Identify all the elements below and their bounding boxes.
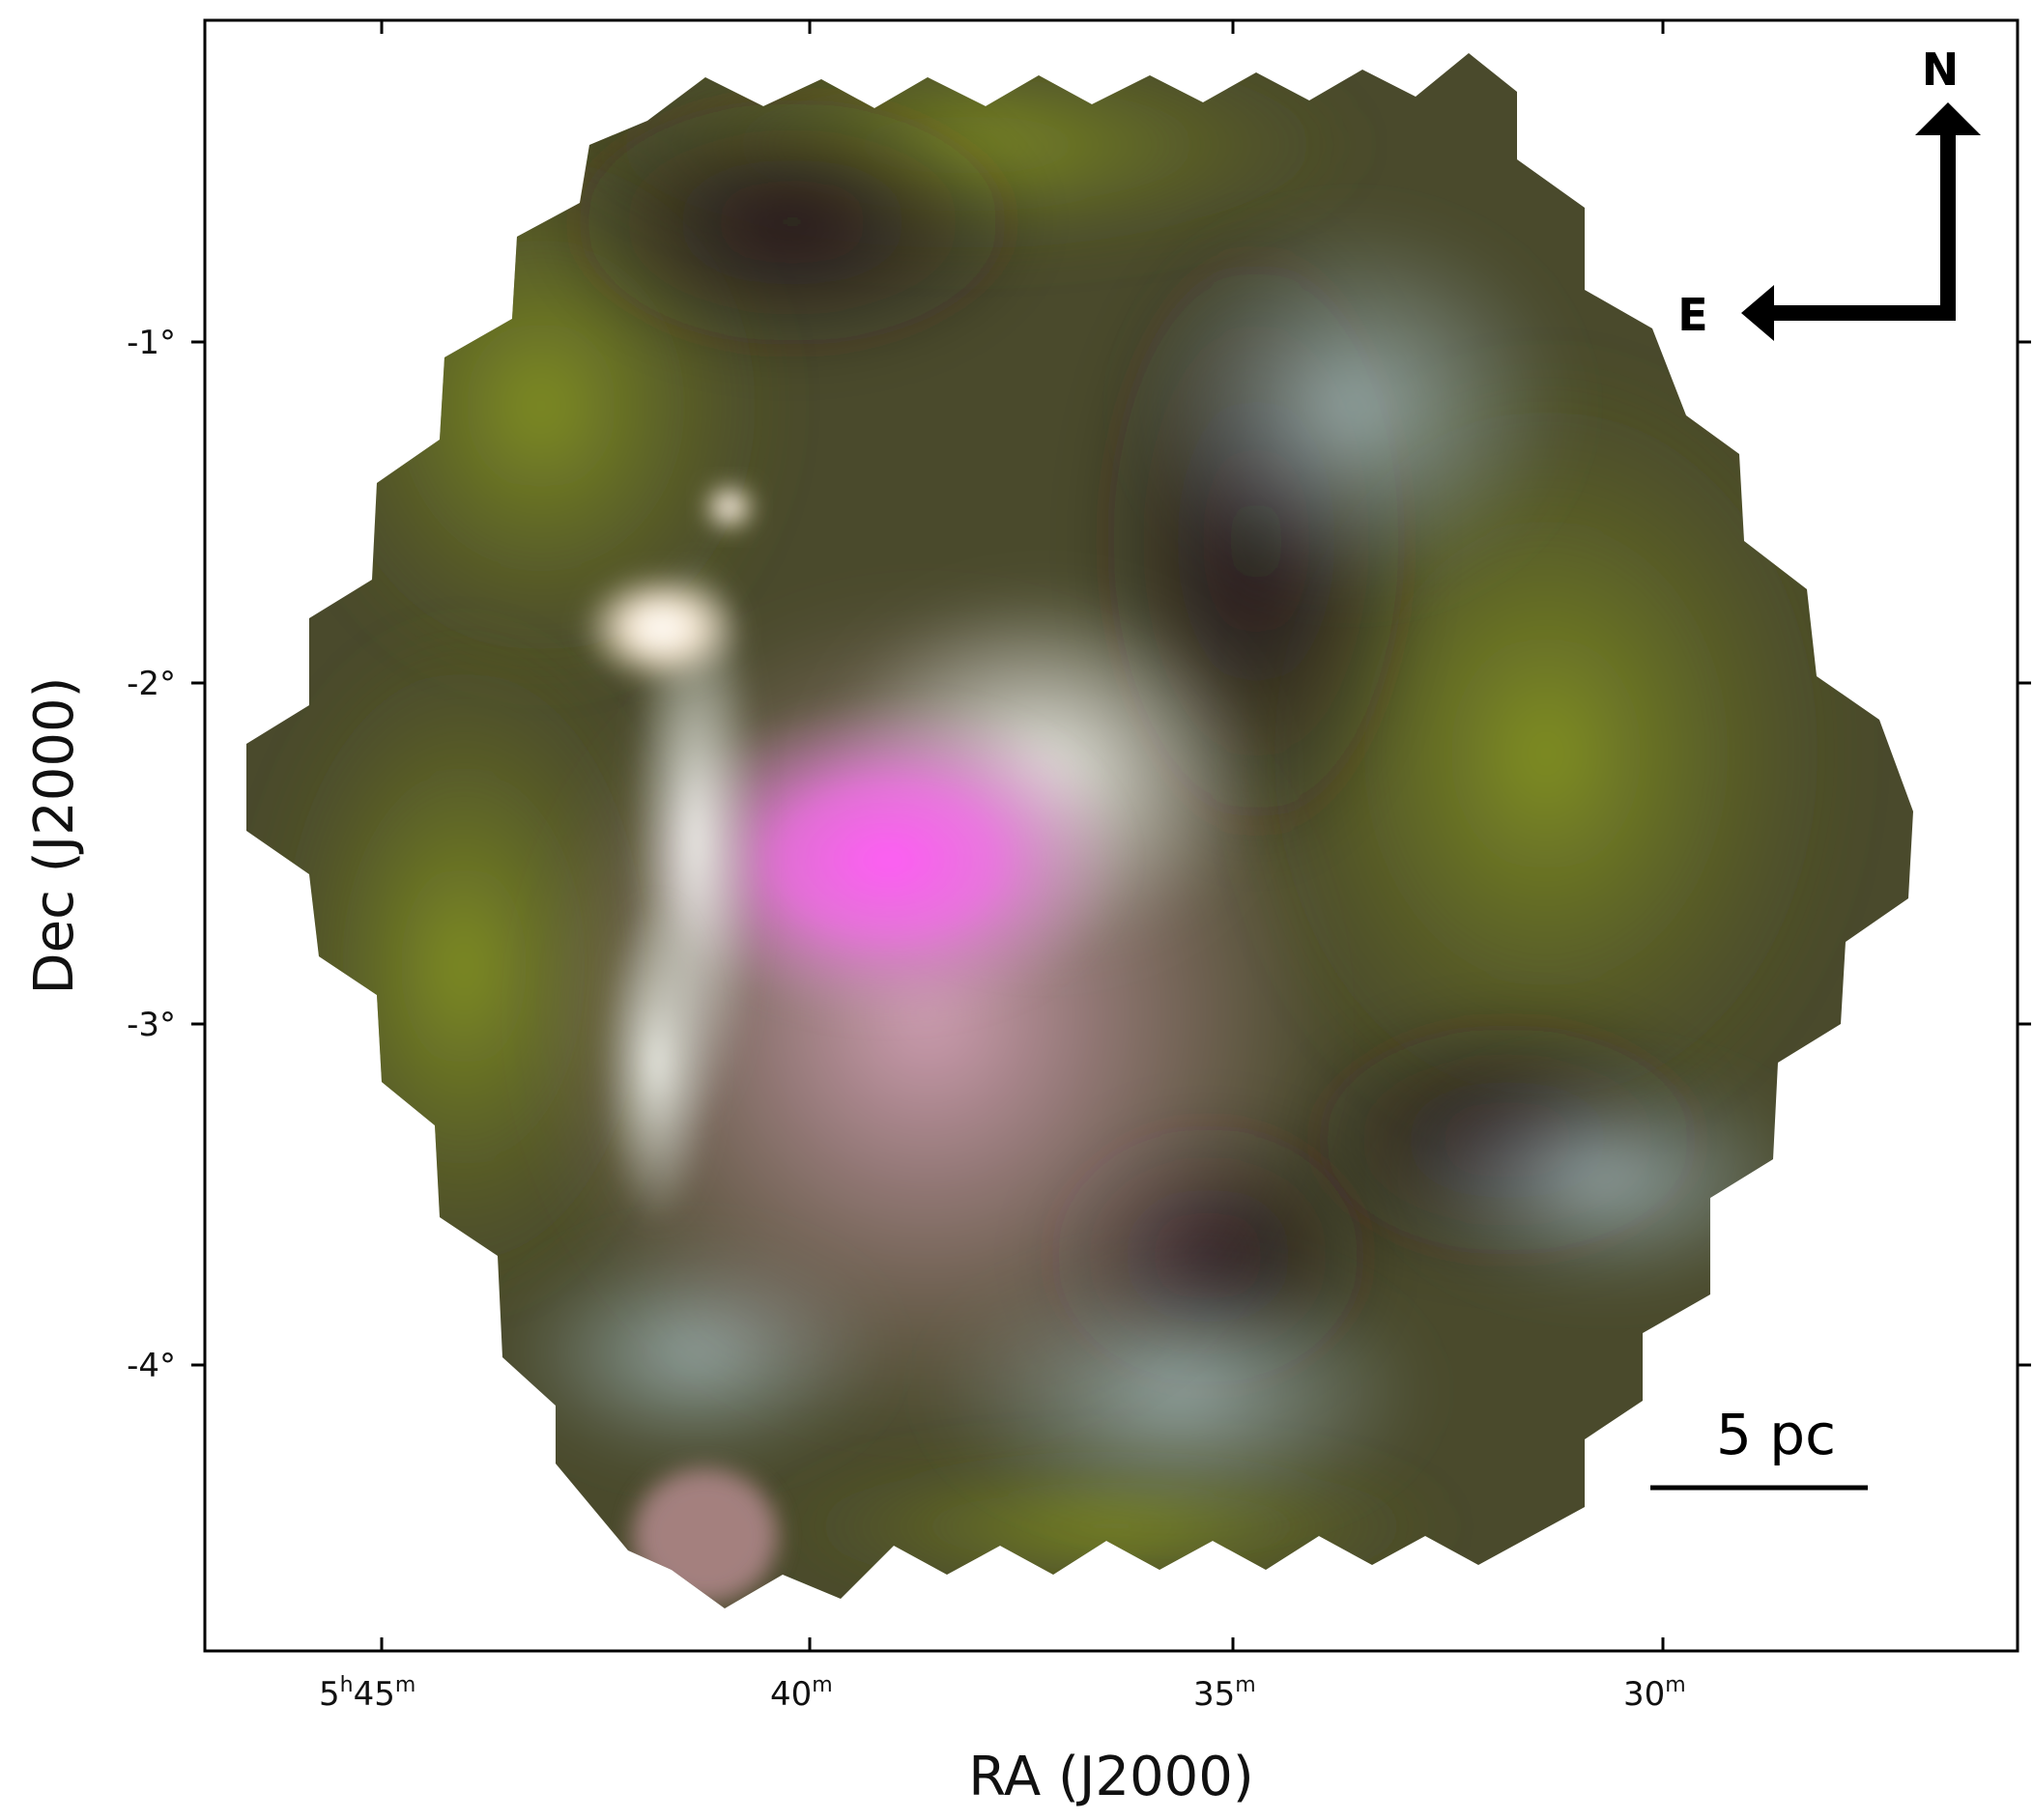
compass: N E [1677,43,1981,341]
nebula-mosaic-image [246,53,1913,1608]
scale-bar: 5 pc [1650,1402,1868,1491]
east-label: E [1677,289,1707,341]
plot-frame [203,18,2019,1653]
x-tick-label: 40m [770,1673,833,1714]
x-tick-label: 5h45m [319,1673,415,1714]
north-arrow-icon [1915,102,1981,319]
y-axis-title: Dec (J2000) [23,677,86,995]
x-axis-title: RA (J2000) [968,1746,1253,1808]
x-tick-label: 35m [1193,1673,1256,1714]
y-tick-label: -3° [127,1006,176,1044]
east-arrow-icon [1741,285,1956,341]
y-tick-label: -2° [127,665,176,703]
y-tick-label: -4° [127,1347,176,1385]
x-axis [380,20,1665,1651]
y-tick-label: -1° [127,324,176,362]
scale-bar-label: 5 pc [1716,1402,1836,1467]
x-tick-label: 30m [1623,1673,1686,1714]
y-axis [191,340,2031,1367]
north-label: N [1922,43,1960,96]
